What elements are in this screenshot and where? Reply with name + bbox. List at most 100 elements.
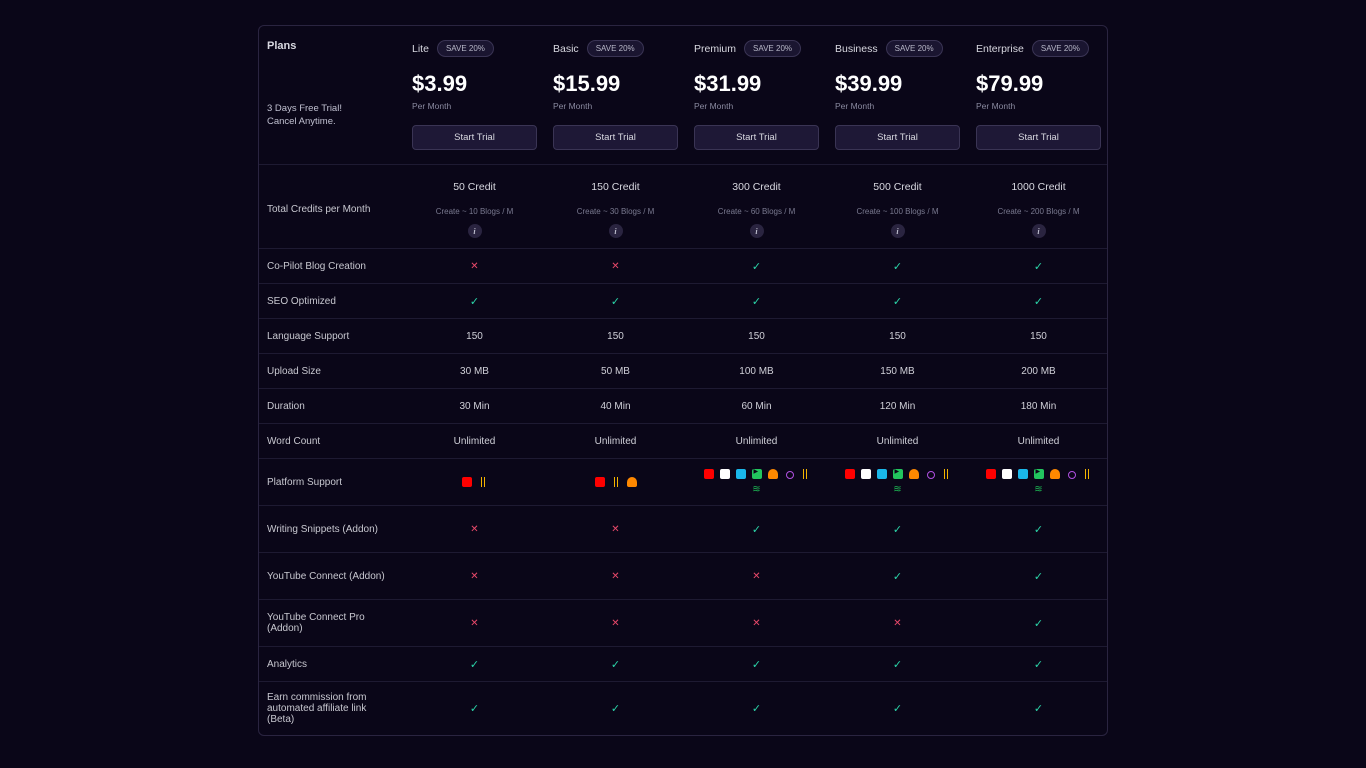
save-badge[interactable]: SAVE 20% bbox=[744, 40, 801, 57]
feature-label: Language Support bbox=[259, 319, 404, 353]
cross-icon: ✕ bbox=[470, 261, 478, 272]
feature-cell: ✕ bbox=[404, 553, 545, 599]
save-badge[interactable]: SAVE 20% bbox=[886, 40, 943, 57]
feature-value: 50 MB bbox=[601, 366, 630, 377]
feature-cell: ✓ bbox=[968, 600, 1108, 646]
feature-cell: ✓ bbox=[686, 506, 827, 552]
check-icon: ✓ bbox=[470, 702, 479, 715]
plans-label-cell: Plans 3 Days Free Trial! Cancel Anytime. bbox=[259, 26, 404, 164]
feature-cell: ✕ bbox=[686, 600, 827, 646]
spotify-icon: ≋ bbox=[893, 485, 903, 495]
feature-cell: ✕ bbox=[545, 249, 686, 283]
feature-cell: ✓ bbox=[545, 682, 686, 735]
ap-icon bbox=[925, 469, 935, 479]
start-trial-button[interactable]: Start Trial bbox=[694, 125, 819, 150]
credit-value: 150 Credit bbox=[591, 181, 639, 193]
check-icon: ✓ bbox=[752, 523, 761, 536]
feature-value: 30 Min bbox=[459, 401, 489, 412]
save-badge[interactable]: SAVE 20% bbox=[437, 40, 494, 57]
save-badge[interactable]: SAVE 20% bbox=[1032, 40, 1089, 57]
feature-cell: ✓ bbox=[827, 506, 968, 552]
rm-icon bbox=[752, 469, 762, 479]
start-trial-button[interactable]: Start Trial bbox=[976, 125, 1101, 150]
cross-icon: ✕ bbox=[611, 524, 619, 535]
start-trial-button[interactable]: Start Trial bbox=[412, 125, 537, 150]
plan-price: $3.99 bbox=[412, 71, 467, 97]
feature-cell: 150 bbox=[827, 319, 968, 353]
vm-icon bbox=[1018, 469, 1028, 479]
credit-value: 300 Credit bbox=[732, 181, 780, 193]
credit-sub: Create ~ 100 Blogs / M bbox=[856, 207, 938, 216]
feature-value: Unlimited bbox=[877, 436, 919, 447]
check-icon: ✓ bbox=[1034, 617, 1043, 630]
sc-icon bbox=[768, 469, 778, 479]
feature-cell: ✓ bbox=[968, 249, 1108, 283]
check-icon: ✓ bbox=[893, 523, 902, 536]
feature-label: Analytics bbox=[259, 647, 404, 681]
info-icon[interactable]: i bbox=[468, 224, 482, 238]
check-icon: ✓ bbox=[470, 295, 479, 308]
feature-cell: 150 bbox=[686, 319, 827, 353]
spotify-icon: ≋ bbox=[752, 485, 762, 495]
credit-value: 50 Credit bbox=[453, 181, 496, 193]
check-icon: ✓ bbox=[1034, 523, 1043, 536]
cross-icon: ✕ bbox=[893, 618, 901, 629]
per-month: Per Month bbox=[412, 101, 451, 111]
feature-value: 150 bbox=[466, 331, 483, 342]
feature-cell: Unlimited bbox=[827, 424, 968, 458]
feature-value: 150 bbox=[607, 331, 624, 342]
feature-label: SEO Optimized bbox=[259, 284, 404, 318]
feature-cell: 150 MB bbox=[827, 354, 968, 388]
feature-label: Co-Pilot Blog Creation bbox=[259, 249, 404, 283]
feature-cell: ✕ bbox=[404, 249, 545, 283]
info-icon[interactable]: i bbox=[891, 224, 905, 238]
feature-cell: 150 bbox=[968, 319, 1108, 353]
feature-label: Upload Size bbox=[259, 354, 404, 388]
tk-icon bbox=[720, 469, 730, 479]
feature-cell: ✕ bbox=[827, 600, 968, 646]
feature-cell: 100 MB bbox=[686, 354, 827, 388]
start-trial-button[interactable]: Start Trial bbox=[835, 125, 960, 150]
ap-icon bbox=[1066, 469, 1076, 479]
info-icon[interactable]: i bbox=[750, 224, 764, 238]
credit-sub: Create ~ 60 Blogs / M bbox=[718, 207, 796, 216]
feature-cell: ≋ bbox=[968, 459, 1108, 505]
credit-sub: Create ~ 200 Blogs / M bbox=[997, 207, 1079, 216]
start-trial-button[interactable]: Start Trial bbox=[553, 125, 678, 150]
platform-icons: ≋ bbox=[979, 469, 1099, 495]
feature-cell: 30 Min bbox=[404, 389, 545, 423]
feature-cell: 200 MB bbox=[968, 354, 1108, 388]
save-badge[interactable]: SAVE 20% bbox=[587, 40, 644, 57]
feature-value: Unlimited bbox=[454, 436, 496, 447]
plan-price: $79.99 bbox=[976, 71, 1043, 97]
plan-price: $31.99 bbox=[694, 71, 761, 97]
feature-row-5: Word CountUnlimitedUnlimitedUnlimitedUnl… bbox=[259, 424, 1107, 459]
check-icon: ✓ bbox=[893, 570, 902, 583]
trial-line-1: 3 Days Free Trial! bbox=[267, 102, 342, 115]
vm-icon bbox=[877, 469, 887, 479]
check-icon: ✓ bbox=[470, 658, 479, 671]
per-month: Per Month bbox=[835, 101, 874, 111]
feature-cell: ✕ bbox=[404, 600, 545, 646]
check-icon: ✓ bbox=[1034, 702, 1043, 715]
trial-line-2: Cancel Anytime. bbox=[267, 115, 336, 128]
credit-sub: Create ~ 30 Blogs / M bbox=[577, 207, 655, 216]
feature-cell: ✕ bbox=[404, 506, 545, 552]
platform-icons: ≋ bbox=[697, 469, 817, 495]
feature-cell: 60 Min bbox=[686, 389, 827, 423]
plan-name: Enterprise bbox=[976, 43, 1024, 55]
feature-row-3: Upload Size30 MB50 MB100 MB150 MB200 MB bbox=[259, 354, 1107, 389]
check-icon: ✓ bbox=[893, 295, 902, 308]
spotify-icon: ≋ bbox=[1034, 485, 1044, 495]
feature-row-1: SEO Optimized✓✓✓✓✓ bbox=[259, 284, 1107, 319]
feature-cell: 180 Min bbox=[968, 389, 1108, 423]
feature-value: 100 MB bbox=[739, 366, 773, 377]
feature-cell: ✓ bbox=[404, 682, 545, 735]
info-icon[interactable]: i bbox=[1032, 224, 1046, 238]
credit-value: 1000 Credit bbox=[1011, 181, 1065, 193]
credits-cell-3: 500 Credit Create ~ 100 Blogs / M i bbox=[827, 165, 968, 248]
platform-icons: ≋ bbox=[838, 469, 958, 495]
feature-value: 150 bbox=[1030, 331, 1047, 342]
feature-label: Duration bbox=[259, 389, 404, 423]
info-icon[interactable]: i bbox=[609, 224, 623, 238]
